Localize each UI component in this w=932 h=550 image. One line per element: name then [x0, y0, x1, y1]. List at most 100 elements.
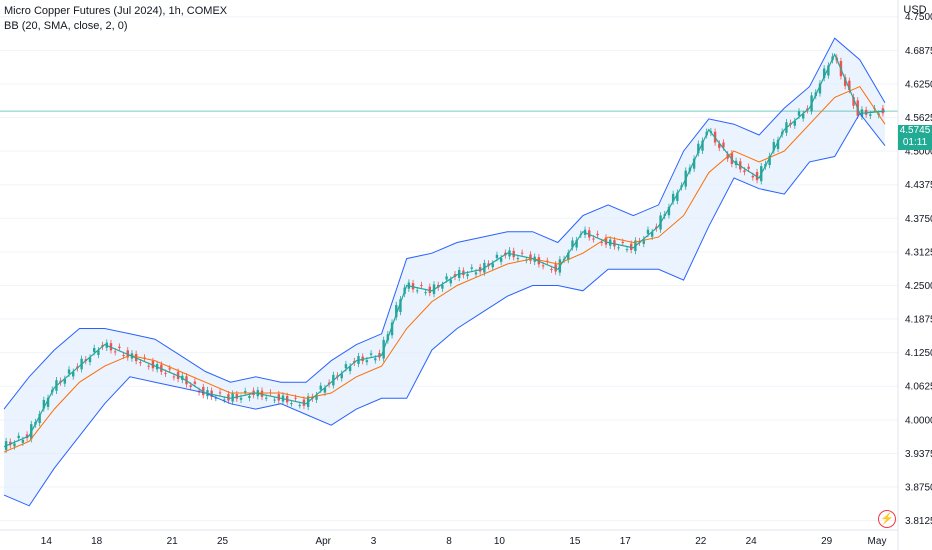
candle-body — [17, 435, 20, 439]
candle-body — [172, 376, 176, 378]
candle-body — [72, 371, 75, 377]
price-tick-label: 4.6250 — [905, 79, 932, 90]
candle-body — [550, 268, 553, 270]
last-price-tag: 4.5745 01:11 — [898, 125, 932, 150]
time-tick-label: Apr — [315, 536, 331, 547]
time-axis[interactable]: 14 18 21 25 Apr 3 8 10 15 17 22 24 29 May — [41, 536, 887, 547]
candle-body — [315, 395, 318, 400]
candle-body — [42, 399, 46, 409]
bollinger-upper-band — [3, 37, 886, 410]
time-tick-label: 18 — [91, 536, 103, 547]
time-tick-label: 3 — [371, 536, 377, 547]
candle-body — [139, 362, 142, 364]
candle-body — [365, 360, 369, 363]
candle-body — [395, 304, 398, 318]
bollinger-lower-band — [3, 112, 886, 507]
candle-body — [466, 274, 469, 277]
candle-body — [621, 241, 624, 243]
candle-body — [374, 358, 377, 361]
candle-body — [495, 254, 499, 259]
candle-body — [13, 443, 16, 447]
candle-body — [265, 397, 268, 399]
price-axis[interactable]: 4.7500 4.6875 4.6250 4.5625 4.5000 4.4375 4.37… — [905, 12, 932, 527]
candle-body — [21, 439, 25, 443]
candle-body — [697, 143, 700, 154]
candle-body — [801, 113, 805, 119]
candle-body — [768, 155, 771, 166]
lightning-icon[interactable]: ⚡ — [878, 510, 896, 528]
candle-body — [424, 292, 427, 294]
candle-body — [692, 158, 696, 169]
price-tick-label: 3.8125 — [905, 516, 932, 527]
candle-body — [671, 193, 675, 202]
price-tick-label: 3.8750 — [905, 483, 932, 494]
candle-body — [214, 397, 218, 399]
price-tick-label: 4.2500 — [905, 281, 932, 292]
symbol-title[interactable]: Micro Copper Futures (Jul 2024), 1h, COM… — [4, 5, 228, 17]
candle-body — [416, 290, 419, 292]
candle-body — [218, 392, 222, 394]
legend: Micro Copper Futures (Jul 2024), 1h, COM… — [4, 4, 227, 34]
candle-body — [244, 390, 247, 393]
candles — [4, 53, 885, 454]
price-tick-label: 4.3125 — [905, 247, 932, 258]
candle-body — [248, 395, 251, 398]
candle-body — [848, 80, 851, 91]
candle-body — [399, 299, 402, 312]
candle-body — [642, 239, 645, 244]
candle-body — [818, 83, 822, 94]
candle-body — [390, 322, 394, 336]
candle-body — [348, 366, 352, 372]
time-tick-label: 29 — [821, 536, 833, 547]
candle-body — [575, 240, 578, 248]
candle-body — [445, 276, 448, 280]
candle-body — [499, 258, 503, 262]
candle-body — [470, 267, 473, 269]
price-tick-label: 4.0625 — [905, 382, 932, 393]
candle-body — [319, 385, 322, 390]
candle-body — [797, 111, 801, 116]
candle-body — [67, 369, 71, 374]
candle-body — [491, 263, 494, 268]
candle-body — [298, 404, 301, 406]
time-tick-label: 10 — [494, 536, 506, 547]
candle-body — [189, 385, 192, 388]
last-price-value: 4.5745 — [899, 125, 931, 136]
price-tick-label: 4.7500 — [905, 12, 932, 23]
candle-body — [239, 397, 243, 400]
candle-body — [520, 252, 524, 254]
candle-body — [38, 413, 41, 424]
indicator-label[interactable]: BB (20, SMA, close, 2, 0) — [4, 20, 128, 32]
time-tick-label: 8 — [446, 536, 452, 547]
candle-body — [827, 65, 830, 76]
candle-body — [344, 364, 348, 369]
bollinger-basis-line — [3, 85, 886, 453]
candle-body — [843, 77, 847, 87]
time-tick-label: 14 — [41, 536, 53, 547]
price-tick-label: 4.4375 — [905, 180, 932, 191]
candle-body — [92, 347, 96, 353]
candle-body — [869, 114, 872, 116]
currency-label[interactable]: USD — [903, 4, 927, 16]
candle-body — [625, 249, 629, 251]
candle-body — [369, 353, 373, 355]
candle-body — [516, 258, 520, 260]
candle-body — [617, 247, 620, 249]
candle-body — [294, 397, 297, 399]
candle-body — [273, 399, 276, 401]
price-tick-label: 4.5000 — [905, 147, 932, 158]
countdown-value: 01:11 — [902, 137, 928, 148]
candle-body — [122, 354, 125, 356]
candle-body — [46, 397, 50, 407]
candle-body — [772, 141, 776, 151]
time-tick-label: 25 — [217, 536, 229, 547]
candle-body — [793, 121, 797, 126]
candle-body — [701, 140, 704, 151]
candle-body — [474, 272, 478, 275]
candle-body — [743, 170, 746, 173]
time-tick-label: 17 — [620, 536, 632, 547]
candle-body — [667, 207, 671, 216]
candle-body — [646, 229, 650, 234]
price-tick-label: 3.9375 — [905, 449, 932, 460]
